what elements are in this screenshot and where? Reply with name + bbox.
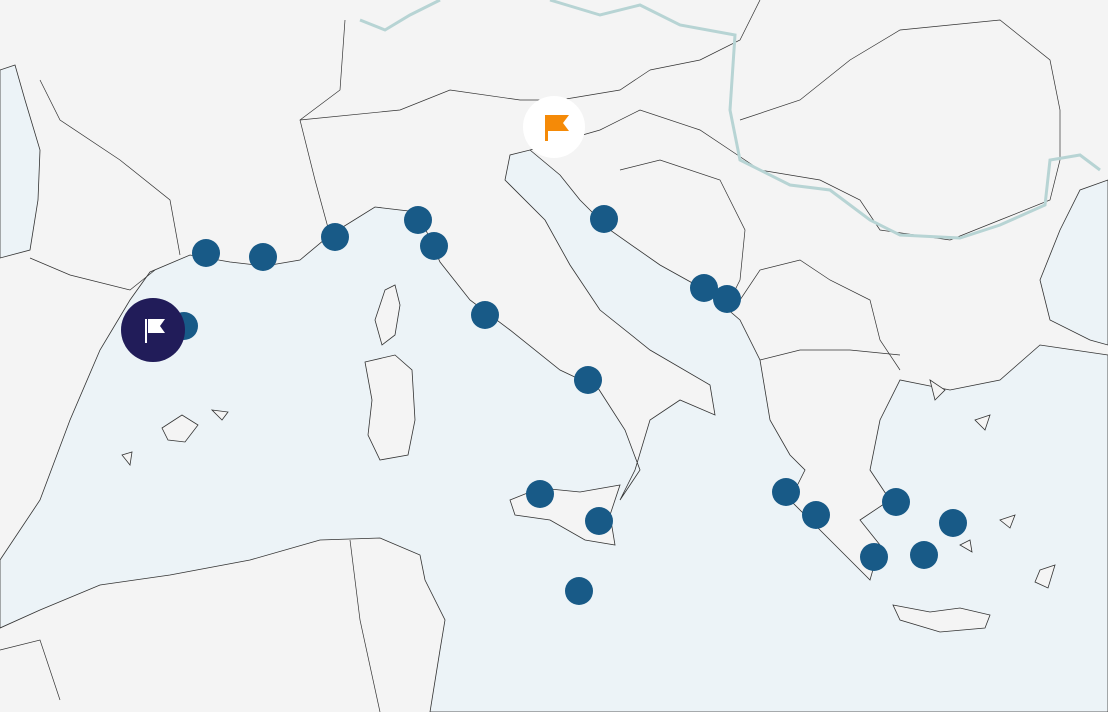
corsica	[374, 284, 401, 346]
flag-icon	[545, 115, 569, 141]
port-marker[interactable]	[526, 480, 554, 508]
port-marker[interactable]	[772, 478, 800, 506]
port-marker[interactable]	[249, 243, 277, 271]
country-borders	[0, 0, 1061, 712]
crete	[892, 604, 991, 633]
atlantic-ocean	[0, 64, 41, 259]
black-sea	[1039, 179, 1108, 346]
port-markers	[170, 205, 967, 605]
selected-marker[interactable]	[121, 298, 185, 362]
port-marker[interactable]	[471, 301, 499, 329]
port-marker[interactable]	[910, 541, 938, 569]
port-marker[interactable]	[690, 274, 718, 302]
port-marker[interactable]	[420, 232, 448, 260]
balearic-islands	[121, 409, 229, 466]
port-marker[interactable]	[939, 509, 967, 537]
port-marker[interactable]	[192, 239, 220, 267]
port-marker[interactable]	[713, 285, 741, 313]
port-marker[interactable]	[882, 488, 910, 516]
port-marker[interactable]	[860, 543, 888, 571]
port-marker[interactable]	[404, 206, 432, 234]
sardinia	[364, 354, 416, 461]
mediterranean-sea	[0, 149, 1108, 712]
rivers	[359, 0, 1101, 240]
port-marker[interactable]	[590, 205, 618, 233]
flag-icon	[145, 319, 165, 343]
greek-islands	[929, 379, 1056, 589]
port-marker[interactable]	[574, 366, 602, 394]
destination-marker[interactable]	[523, 96, 585, 158]
port-marker[interactable]	[565, 577, 593, 605]
port-marker[interactable]	[321, 223, 349, 251]
port-marker[interactable]	[802, 501, 830, 529]
port-marker[interactable]	[585, 507, 613, 535]
